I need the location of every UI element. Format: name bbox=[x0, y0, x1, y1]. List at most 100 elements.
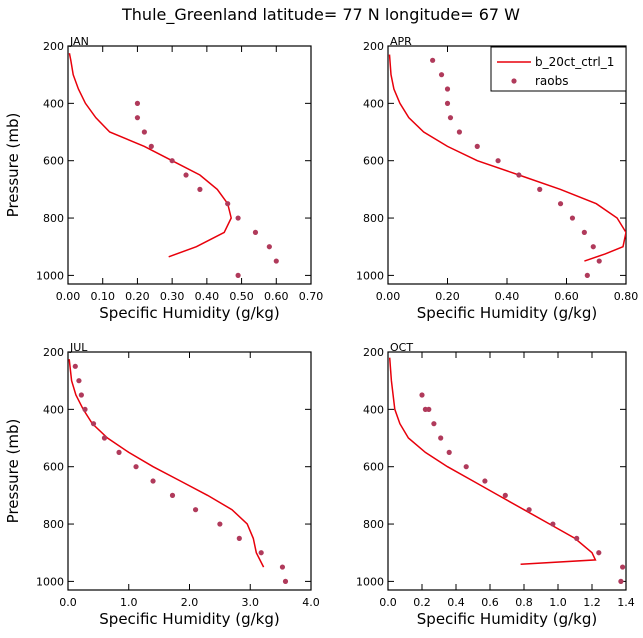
raobs-point bbox=[169, 492, 176, 498]
x-tick-label: 0.6 bbox=[481, 596, 499, 609]
raobs-point bbox=[78, 392, 84, 398]
raobs-point bbox=[134, 100, 141, 106]
x-tick-label: 4.0 bbox=[302, 596, 320, 609]
x-axis-label: Specific Humidity (g/kg) bbox=[417, 304, 597, 322]
raobs-point bbox=[133, 464, 139, 470]
raobs-point bbox=[463, 464, 469, 470]
plot-frame bbox=[67, 45, 312, 285]
raobs-point bbox=[502, 492, 508, 498]
raobs-point bbox=[116, 449, 122, 455]
y-tick-label: 400 bbox=[43, 97, 64, 110]
raobs-point bbox=[134, 115, 141, 121]
y-tick-label: 1000 bbox=[356, 269, 384, 282]
panel-label: JUL bbox=[69, 341, 88, 354]
y-tick-label: 800 bbox=[43, 518, 64, 531]
raobs-point bbox=[225, 201, 231, 207]
y-tick-label: 1000 bbox=[36, 269, 64, 282]
x-tick-label: 0.60 bbox=[554, 290, 579, 303]
raobs-point bbox=[620, 564, 626, 570]
panel-label: JAN bbox=[69, 35, 89, 48]
x-tick-label: 0.20 bbox=[435, 290, 460, 303]
y-tick-label: 1000 bbox=[36, 575, 64, 588]
raobs-point bbox=[482, 478, 488, 484]
y-tick-label: 1000 bbox=[356, 575, 384, 588]
legend-obs-marker bbox=[511, 78, 517, 84]
raobs-point bbox=[584, 272, 590, 278]
model-profile-line bbox=[388, 54, 626, 262]
plot-frame bbox=[67, 351, 312, 591]
raobs-point bbox=[150, 478, 156, 484]
raobs-point bbox=[419, 392, 425, 398]
x-tick-label: 0.10 bbox=[90, 290, 115, 303]
x-axis-label: Specific Humidity (g/kg) bbox=[99, 304, 279, 322]
y-tick-label: 600 bbox=[363, 155, 384, 168]
raobs-point bbox=[235, 215, 241, 221]
raobs-point bbox=[76, 378, 82, 384]
raobs-point bbox=[282, 578, 289, 584]
raobs-point bbox=[430, 57, 436, 63]
x-tick-label: 0.8 bbox=[515, 596, 533, 609]
raobs-point bbox=[456, 129, 462, 135]
raobs-point bbox=[72, 363, 78, 369]
plot-frame bbox=[387, 351, 627, 591]
legend-model-label: b_20ct_ctrl_1 bbox=[535, 55, 614, 69]
x-tick-label: 0.00 bbox=[376, 290, 401, 303]
raobs-point bbox=[596, 550, 602, 556]
raobs-point bbox=[590, 244, 596, 250]
y-tick-label: 800 bbox=[363, 518, 384, 531]
raobs-point bbox=[279, 564, 286, 570]
raobs-point bbox=[474, 143, 480, 149]
raobs-point bbox=[495, 158, 501, 164]
x-tick-label: 1.2 bbox=[583, 596, 601, 609]
x-tick-label: 0.40 bbox=[195, 290, 220, 303]
raobs-point bbox=[235, 272, 241, 278]
raobs-point bbox=[444, 100, 451, 106]
x-tick-label: 3.0 bbox=[242, 596, 260, 609]
raobs-point bbox=[82, 406, 88, 412]
raobs-point bbox=[446, 449, 452, 455]
raobs-point bbox=[438, 72, 445, 78]
legend-box bbox=[490, 46, 627, 92]
x-tick-label: 1.4 bbox=[617, 596, 635, 609]
x-tick-label: 0.30 bbox=[160, 290, 185, 303]
panels: JAN 0.00 0.10 0.20 0.30 0.40 0.50 0.60 0.70 200 40… bbox=[4, 35, 638, 628]
model-profile-line bbox=[68, 53, 232, 258]
figure-title: Thule_Greenland latitude= 77 N longitude… bbox=[121, 5, 520, 25]
raobs-point bbox=[431, 421, 437, 427]
raobs-point bbox=[236, 535, 242, 541]
y-tick-label: 200 bbox=[363, 346, 384, 359]
raobs-point bbox=[148, 143, 154, 149]
y-tick-label: 200 bbox=[363, 40, 384, 53]
raobs-point bbox=[550, 521, 556, 527]
raobs-point bbox=[197, 186, 203, 192]
y-tick-label: 600 bbox=[363, 461, 384, 474]
x-tick-label: 1.0 bbox=[549, 596, 567, 609]
raobs-point bbox=[217, 521, 223, 527]
data-layer bbox=[388, 54, 626, 278]
raobs-point bbox=[273, 258, 279, 264]
raobs-point bbox=[526, 507, 532, 513]
x-tick-label: 0.4 bbox=[447, 596, 465, 609]
raobs-point bbox=[258, 550, 264, 556]
raobs-point bbox=[169, 158, 175, 164]
x-axis-label: Specific Humidity (g/kg) bbox=[417, 610, 597, 628]
raobs-point bbox=[422, 406, 428, 412]
panel-jul: JUL 0.0 1.0 2.0 3.0 4.0 200 400 600 800 1000 Specif… bbox=[4, 341, 320, 628]
raobs-point bbox=[101, 435, 108, 441]
raobs-point bbox=[596, 258, 602, 264]
raobs-point bbox=[90, 421, 97, 427]
x-tick-label: 1.0 bbox=[120, 596, 138, 609]
data-layer bbox=[388, 357, 626, 584]
x-tick-label: 0.50 bbox=[229, 290, 254, 303]
data-layer bbox=[68, 53, 279, 278]
raobs-point bbox=[444, 86, 451, 92]
x-tick-label: 0.2 bbox=[413, 596, 431, 609]
y-tick-label: 200 bbox=[43, 40, 64, 53]
panel-label: OCT bbox=[390, 341, 413, 354]
panel-jan: JAN 0.00 0.10 0.20 0.30 0.40 0.50 0.60 0.70 200 40… bbox=[4, 35, 323, 322]
y-tick-label: 200 bbox=[43, 346, 64, 359]
y-axis-label: Pressure (mb) bbox=[4, 419, 22, 524]
x-tick-label: 0.80 bbox=[614, 290, 639, 303]
